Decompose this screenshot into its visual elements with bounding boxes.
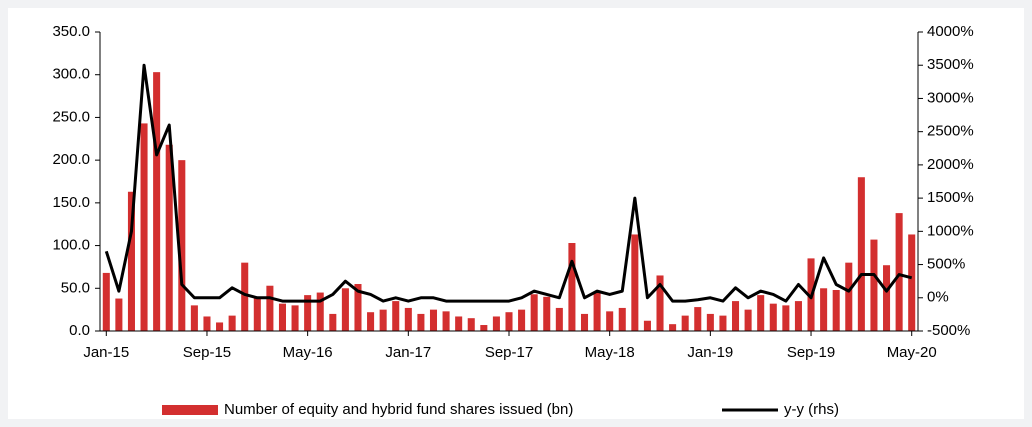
bar [203, 316, 211, 331]
bar [719, 315, 727, 331]
bar [731, 301, 740, 331]
bar [706, 313, 714, 331]
legend-swatch [162, 405, 218, 415]
bar [757, 295, 765, 331]
y2-tick-label: 1500% [927, 189, 974, 206]
bar [606, 311, 614, 331]
y-tick-label: 250.0 [52, 108, 90, 125]
y2-tick-label: 3500% [927, 56, 974, 73]
bar [467, 318, 475, 331]
bar [832, 289, 840, 331]
bar [492, 316, 500, 331]
bar [455, 316, 463, 331]
bar [178, 160, 186, 331]
bar [694, 307, 702, 331]
bar [253, 296, 261, 331]
y-tick-label: 50.0 [61, 279, 90, 296]
bar [429, 309, 438, 331]
y2-tick-label: 500% [927, 256, 965, 273]
bar [669, 324, 677, 331]
bar [140, 123, 148, 331]
y2-tick-label: 1000% [927, 222, 974, 239]
bar [870, 239, 878, 331]
bar [681, 315, 689, 331]
bar [518, 309, 526, 331]
bar [593, 292, 601, 331]
bar [190, 305, 198, 331]
bar [266, 285, 274, 331]
bar [392, 301, 400, 331]
bar [404, 307, 412, 331]
y2-tick-label: -500% [927, 322, 970, 339]
bar [543, 296, 551, 331]
y2-tick-label: 0% [927, 289, 949, 306]
x-tick-label: May-18 [585, 344, 635, 361]
x-tick-label: Sep-19 [787, 344, 835, 361]
bar [857, 177, 865, 331]
bar [744, 309, 752, 331]
bar [555, 307, 563, 331]
bar [580, 313, 589, 331]
line [104, 63, 913, 303]
bar [845, 262, 853, 331]
x-tick-label: Jan-17 [385, 344, 431, 361]
bar [480, 325, 488, 331]
bar [782, 305, 790, 331]
legend-label: Number of equity and hybrid fund shares … [224, 401, 573, 418]
bar [367, 312, 375, 331]
bar [820, 288, 828, 331]
bar [228, 315, 236, 331]
bar [769, 303, 777, 331]
bar [165, 144, 173, 331]
bar [291, 305, 299, 331]
bar [883, 265, 891, 331]
y-tick-label: 100.0 [52, 237, 90, 254]
bar [278, 303, 287, 331]
bar [794, 301, 802, 331]
bar [618, 307, 626, 331]
x-tick-label: Jan-15 [83, 344, 129, 361]
y2-tick-label: 4000% [927, 23, 974, 40]
y-tick-label: 200.0 [52, 151, 90, 168]
bar [329, 313, 337, 331]
x-tick-label: Sep-17 [485, 344, 533, 361]
bar [442, 311, 450, 331]
bar [631, 234, 639, 331]
y2-tick-label: 3000% [927, 89, 974, 106]
x-tick-label: Sep-15 [183, 344, 231, 361]
y-tick-label: 300.0 [52, 66, 90, 83]
legend-label: y-y (rhs) [784, 401, 839, 418]
y2-tick-label: 2000% [927, 156, 974, 173]
bar [115, 298, 123, 331]
y-tick-label: 150.0 [52, 194, 90, 211]
bar [530, 294, 538, 331]
bar [153, 72, 161, 331]
bar [505, 312, 513, 331]
bar [643, 320, 651, 331]
bar [127, 191, 135, 331]
bar [908, 234, 916, 331]
bar [304, 295, 312, 331]
bar [341, 288, 349, 331]
bar [417, 313, 425, 331]
y-tick-label: 350.0 [52, 23, 90, 40]
bar [379, 309, 387, 331]
x-tick-label: May-20 [887, 344, 937, 361]
x-tick-label: May-16 [283, 344, 333, 361]
bar [241, 262, 249, 331]
y-tick-label: 0.0 [69, 322, 90, 339]
bar [656, 275, 664, 331]
bar [568, 243, 576, 331]
bar [354, 284, 362, 331]
bar [102, 272, 110, 331]
x-tick-label: Jan-19 [687, 344, 733, 361]
y2-tick-label: 2500% [927, 123, 974, 140]
bar [316, 292, 324, 331]
bar [216, 322, 224, 331]
bar [895, 213, 903, 331]
